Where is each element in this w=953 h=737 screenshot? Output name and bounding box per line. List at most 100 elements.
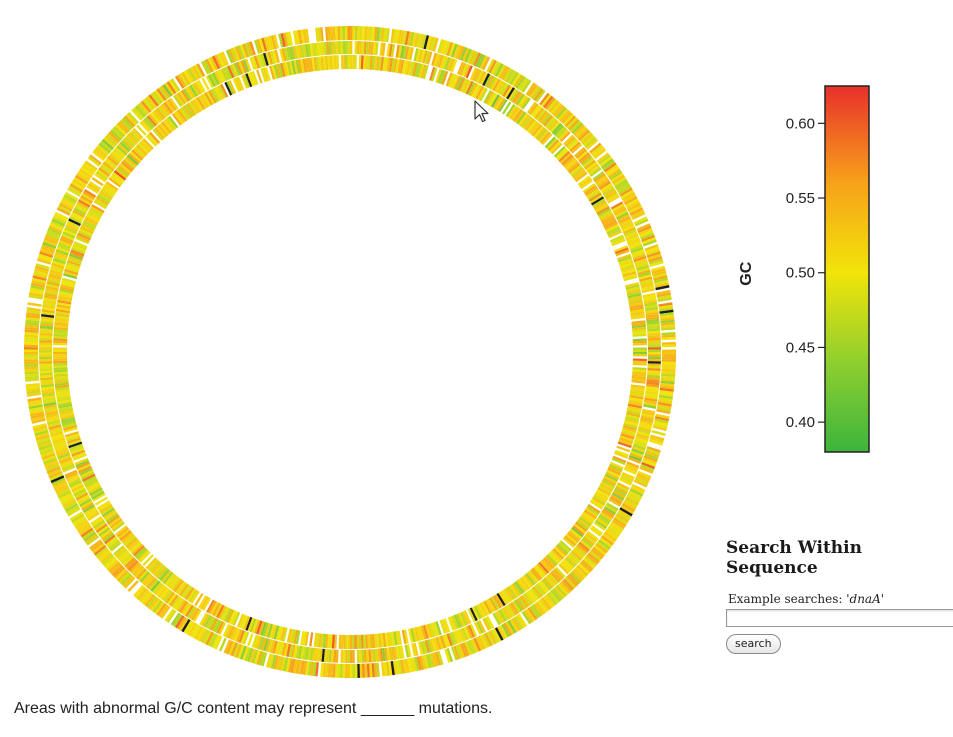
middle-strand-gene-segment[interactable] (70, 214, 83, 222)
middle-strand-gene-segment[interactable] (41, 313, 55, 318)
middle-strand-gene-segment[interactable] (72, 486, 86, 495)
outer-strand-gene-segment[interactable] (418, 34, 425, 49)
middle-strand-gene-segment[interactable] (340, 41, 344, 55)
middle-strand-gene-segment[interactable] (191, 608, 200, 621)
middle-strand-gene-segment[interactable] (57, 452, 71, 460)
middle-strand-gene-segment[interactable] (471, 68, 480, 82)
middle-strand-gene-segment[interactable] (548, 119, 559, 132)
inner-strand-gene-segment[interactable] (179, 583, 189, 597)
middle-strand-gene-segment[interactable] (148, 578, 159, 591)
outer-strand-gene-segment[interactable] (83, 162, 97, 173)
outer-strand-gene-segment[interactable] (246, 41, 254, 57)
outer-strand-gene-segment[interactable] (127, 580, 139, 593)
outer-strand-gene-segment[interactable] (609, 170, 623, 181)
outer-strand-gene-segment[interactable] (652, 272, 667, 279)
outer-strand-gene-segment[interactable] (602, 160, 616, 171)
outer-strand-gene-segment[interactable] (48, 470, 63, 479)
middle-strand-gene-segment[interactable] (216, 621, 224, 634)
outer-strand-gene-segment[interactable] (327, 26, 331, 41)
middle-strand-gene-segment[interactable] (124, 136, 136, 148)
outer-strand-gene-segment[interactable] (553, 105, 566, 118)
inner-strand-gene-segment[interactable] (54, 384, 70, 389)
outer-strand-gene-segment[interactable] (158, 604, 169, 618)
middle-strand-gene-segment[interactable] (39, 363, 53, 367)
outer-strand-gene-segment[interactable] (225, 640, 234, 655)
inner-strand-gene-segment[interactable] (104, 182, 118, 193)
inner-strand-gene-segment[interactable] (536, 563, 548, 576)
outer-strand-gene-segment[interactable] (73, 517, 87, 528)
middle-strand-gene-segment[interactable] (581, 155, 593, 166)
middle-strand-gene-segment[interactable] (448, 632, 456, 646)
outer-strand-gene-segment[interactable] (37, 256, 52, 263)
inner-strand-gene-segment[interactable] (595, 204, 609, 214)
middle-strand-gene-segment[interactable] (631, 251, 646, 258)
middle-strand-gene-segment[interactable] (553, 568, 564, 580)
inner-strand-gene-segment[interactable] (269, 624, 276, 639)
middle-strand-gene-segment[interactable] (127, 132, 139, 144)
middle-strand-gene-segment[interactable] (139, 121, 151, 133)
middle-strand-gene-segment[interactable] (307, 647, 312, 661)
outer-strand-gene-segment[interactable] (521, 611, 532, 625)
inner-strand-gene-segment[interactable] (502, 101, 512, 115)
outer-strand-gene-segment[interactable] (661, 356, 676, 360)
middle-strand-gene-segment[interactable] (52, 258, 66, 265)
outer-strand-gene-segment[interactable] (390, 661, 395, 676)
inner-strand-gene-segment[interactable] (378, 56, 382, 71)
outer-strand-gene-segment[interactable] (477, 635, 486, 650)
middle-strand-gene-segment[interactable] (619, 478, 632, 486)
middle-strand-gene-segment[interactable] (502, 606, 511, 620)
inner-strand-gene-segment[interactable] (502, 589, 512, 603)
inner-strand-gene-segment[interactable] (523, 117, 534, 130)
middle-strand-gene-segment[interactable] (189, 606, 198, 620)
outer-strand-gene-segment[interactable] (345, 663, 348, 678)
middle-strand-gene-segment[interactable] (260, 53, 267, 67)
inner-strand-gene-segment[interactable] (565, 533, 578, 545)
middle-strand-gene-segment[interactable] (536, 109, 547, 121)
middle-strand-gene-segment[interactable] (39, 347, 53, 350)
middle-strand-gene-segment[interactable] (361, 41, 365, 55)
outer-strand-gene-segment[interactable] (285, 31, 291, 47)
outer-strand-gene-segment[interactable] (29, 411, 45, 417)
outer-strand-gene-segment[interactable] (573, 124, 585, 136)
outer-strand-gene-segment[interactable] (552, 103, 564, 116)
outer-strand-gene-segment[interactable] (455, 45, 463, 60)
middle-strand-gene-segment[interactable] (44, 406, 58, 412)
inner-strand-gene-segment[interactable] (61, 418, 76, 425)
middle-strand-gene-segment[interactable] (633, 441, 647, 449)
middle-strand-gene-segment[interactable] (119, 141, 131, 153)
outer-strand-gene-segment[interactable] (539, 92, 550, 106)
middle-strand-gene-segment[interactable] (597, 178, 610, 189)
outer-strand-gene-segment[interactable] (46, 230, 61, 238)
middle-strand-gene-segment[interactable] (646, 383, 660, 388)
inner-strand-gene-segment[interactable] (249, 618, 257, 633)
middle-strand-gene-segment[interactable] (623, 467, 637, 475)
middle-strand-gene-segment[interactable] (469, 67, 478, 81)
middle-strand-gene-segment[interactable] (62, 231, 76, 239)
outer-strand-gene-segment[interactable] (152, 91, 163, 104)
middle-strand-gene-segment[interactable] (201, 77, 210, 91)
middle-strand-gene-segment[interactable] (498, 82, 507, 95)
middle-strand-gene-segment[interactable] (224, 66, 233, 80)
middle-strand-gene-segment[interactable] (335, 649, 339, 663)
outer-strand-gene-segment[interactable] (409, 657, 415, 673)
inner-strand-gene-segment[interactable] (122, 159, 135, 171)
outer-strand-gene-segment[interactable] (475, 53, 484, 68)
middle-strand-gene-segment[interactable] (365, 649, 370, 663)
outer-strand-gene-segment[interactable] (378, 27, 383, 42)
outer-strand-gene-segment[interactable] (586, 138, 599, 150)
outer-strand-gene-segment[interactable] (529, 85, 540, 99)
outer-strand-gene-segment[interactable] (172, 613, 183, 627)
inner-strand-gene-segment[interactable] (568, 530, 581, 541)
middle-strand-gene-segment[interactable] (628, 240, 642, 247)
middle-strand-gene-segment[interactable] (242, 631, 250, 645)
outer-strand-gene-segment[interactable] (544, 97, 556, 110)
outer-strand-gene-segment[interactable] (366, 663, 370, 678)
middle-strand-gene-segment[interactable] (283, 47, 289, 61)
outer-strand-gene-segment[interactable] (455, 644, 463, 659)
inner-strand-gene-segment[interactable] (455, 613, 464, 628)
middle-strand-gene-segment[interactable] (484, 74, 493, 88)
outer-strand-gene-segment[interactable] (50, 220, 65, 229)
outer-strand-gene-segment[interactable] (192, 65, 201, 80)
outer-strand-gene-segment[interactable] (660, 324, 676, 329)
middle-strand-gene-segment[interactable] (56, 246, 70, 254)
